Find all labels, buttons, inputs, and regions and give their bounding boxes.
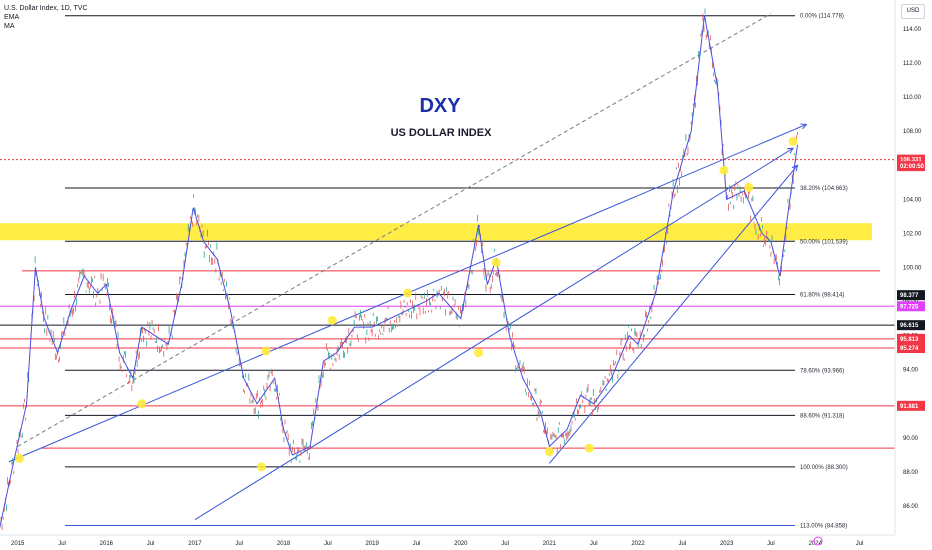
pivot-marker-9	[584, 443, 594, 453]
y-tick-14: 114.00	[903, 27, 922, 33]
pivot-marker-4	[327, 315, 337, 325]
y-tick-12: 110.00	[903, 95, 922, 101]
fib-label-1: 38.20% (104.663)	[800, 186, 848, 192]
price-tag-bg-0	[897, 154, 925, 165]
fib-label-6: 100.00% (88.300)	[800, 465, 848, 471]
pivot-marker-1	[137, 399, 147, 409]
x-tick-8: 2019	[365, 541, 379, 547]
x-tick-1: Jul	[58, 541, 66, 547]
x-tick-4: 2017	[188, 541, 202, 547]
fib-label-7: 113.00% (84.858)	[800, 523, 847, 529]
symbol-header: U.S. Dollar Index, 1D, TVC	[4, 5, 88, 12]
x-tick-5: Jul	[235, 541, 243, 547]
pivot-marker-7	[491, 257, 501, 267]
indicator-ma-label[interactable]: MA	[4, 23, 15, 30]
x-tick-7: Jul	[324, 541, 332, 547]
x-tick-10: 2020	[454, 541, 468, 547]
fib-label-4: 78.60% (93.966)	[800, 368, 844, 374]
y-tick-2: 90.00	[903, 436, 919, 442]
indicator-ema-label[interactable]: EMA	[4, 14, 20, 21]
price-tag-bg-1	[897, 161, 925, 172]
price-tag-bg-7	[897, 400, 925, 411]
price-tag-6[interactable]: 95.274	[900, 346, 919, 352]
pivot-marker-11	[744, 182, 754, 192]
pivot-marker-10	[719, 165, 729, 175]
x-tick-16: 2023	[720, 541, 734, 547]
price-tag-7[interactable]: 91.881	[900, 404, 919, 410]
x-tick-6: 2018	[277, 541, 291, 547]
x-tick-11: Jul	[501, 541, 509, 547]
fib-label-5: 88.60% (91.318)	[800, 413, 844, 419]
x-tick-14: 2022	[631, 541, 645, 547]
x-tick-3: Jul	[147, 541, 155, 547]
price-tag-0[interactable]: 106.331	[900, 158, 922, 164]
price-tag-bg-5	[897, 333, 925, 344]
y-tick-11: 108.00	[903, 129, 922, 135]
trendline-1[interactable]	[194, 147, 794, 521]
pivot-marker-6	[474, 348, 484, 358]
pivot-marker-2	[256, 462, 266, 472]
currency-label[interactable]: USD	[901, 4, 925, 19]
trendline-arrow-2	[791, 164, 799, 172]
y-tick-9: 104.00	[903, 197, 922, 203]
price-tag-bg-4	[897, 320, 925, 331]
x-tick-12: 2021	[543, 541, 557, 547]
price-tag-2[interactable]: 98.377	[900, 293, 919, 299]
x-tick-0: 2015	[11, 541, 25, 547]
fib-label-0: 0.00% (114.778)	[800, 14, 844, 20]
price-tag-bg-6	[897, 343, 925, 354]
highlight-zone	[0, 223, 872, 241]
y-tick-8: 102.00	[903, 231, 922, 237]
x-tick-17: Jul	[767, 541, 775, 547]
pivot-marker-12	[788, 136, 798, 146]
y-tick-13: 112.00	[903, 61, 922, 67]
pivot-marker-0	[14, 453, 24, 463]
chart-subtitle-annotation: US DOLLAR INDEX	[391, 127, 493, 139]
trendline-arrow-0	[800, 123, 808, 130]
x-tick-15: Jul	[678, 541, 686, 547]
y-tick-7: 100.00	[903, 266, 922, 272]
chart-title-annotation: DXY	[419, 95, 461, 117]
pivot-marker-5	[403, 288, 413, 298]
y-tick-4: 94.00	[903, 368, 919, 374]
x-tick-2: 2016	[100, 541, 114, 547]
price-tag-5[interactable]: 95.813	[900, 337, 919, 343]
price-tag-bg-3	[897, 301, 925, 312]
y-tick-1: 88.00	[903, 470, 919, 476]
pivot-marker-8	[544, 447, 554, 457]
pivot-marker-3	[261, 346, 271, 356]
price-tag-1[interactable]: 02:00:50	[900, 164, 925, 170]
trendline-2[interactable]	[549, 164, 798, 464]
dashed-trendline[interactable]	[17, 13, 772, 447]
moving-average-line[interactable]	[0, 15, 799, 527]
price-tag-3[interactable]: 97.725	[900, 304, 919, 310]
x-tick-13: Jul	[590, 541, 598, 547]
price-tag-4[interactable]: 96.615	[900, 323, 919, 329]
fib-label-3: 61.80% (98.414)	[800, 293, 844, 299]
x-tick-19: Jul	[856, 541, 864, 547]
x-tick-9: Jul	[413, 541, 421, 547]
trendline-arrow-1	[787, 147, 795, 154]
y-tick-0: 86.00	[903, 504, 919, 510]
event-flag-icon[interactable]	[813, 536, 823, 546]
fib-label-2: 50.00% (101.539)	[800, 239, 848, 245]
price-tag-bg-2	[897, 290, 925, 301]
